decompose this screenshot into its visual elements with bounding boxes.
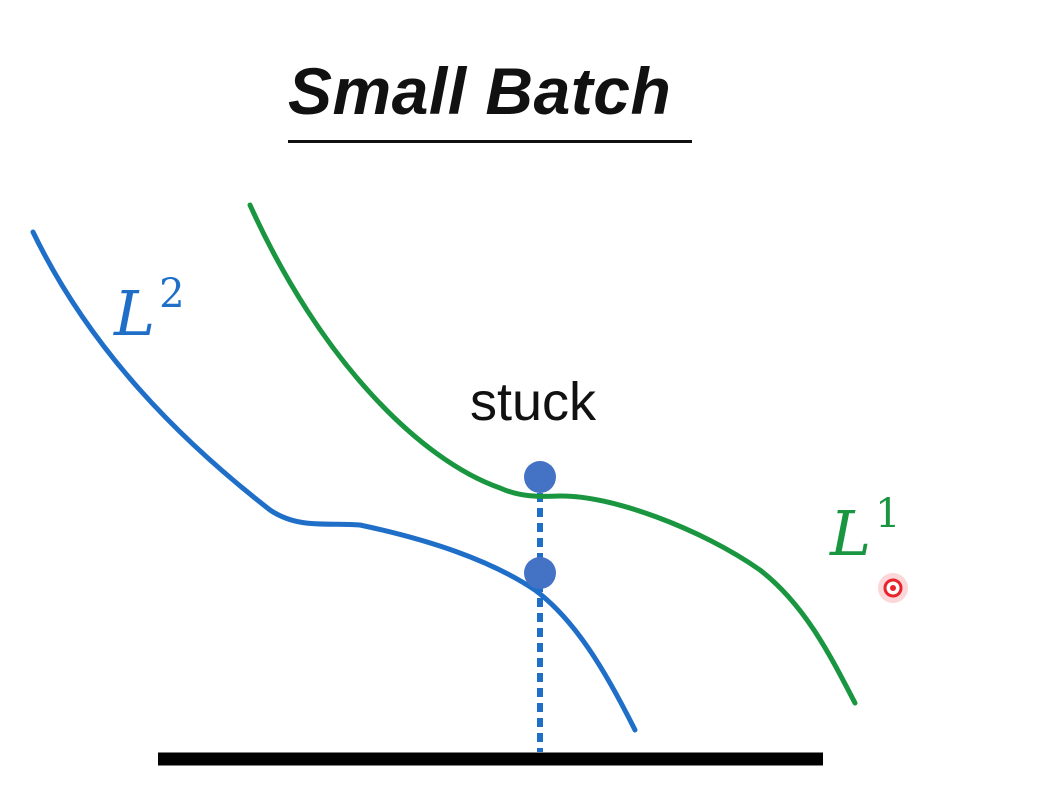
point-on-l2 — [524, 557, 556, 589]
title-underline — [288, 140, 692, 143]
curve-l2 — [30, 229, 638, 733]
slide-title: Small Batch — [288, 54, 672, 128]
stuck-annotation: stuck — [470, 372, 597, 432]
red-cursor-dot-icon — [878, 573, 908, 603]
curve-label-l2-base: L — [113, 277, 155, 350]
curve-label-l1-base: L — [829, 497, 871, 570]
point-on-l1 — [524, 461, 556, 493]
curve-label-l1-sup: 1 — [875, 491, 900, 537]
curve-l1 — [247, 202, 858, 706]
curve-label-l2-sup: 2 — [159, 271, 184, 317]
